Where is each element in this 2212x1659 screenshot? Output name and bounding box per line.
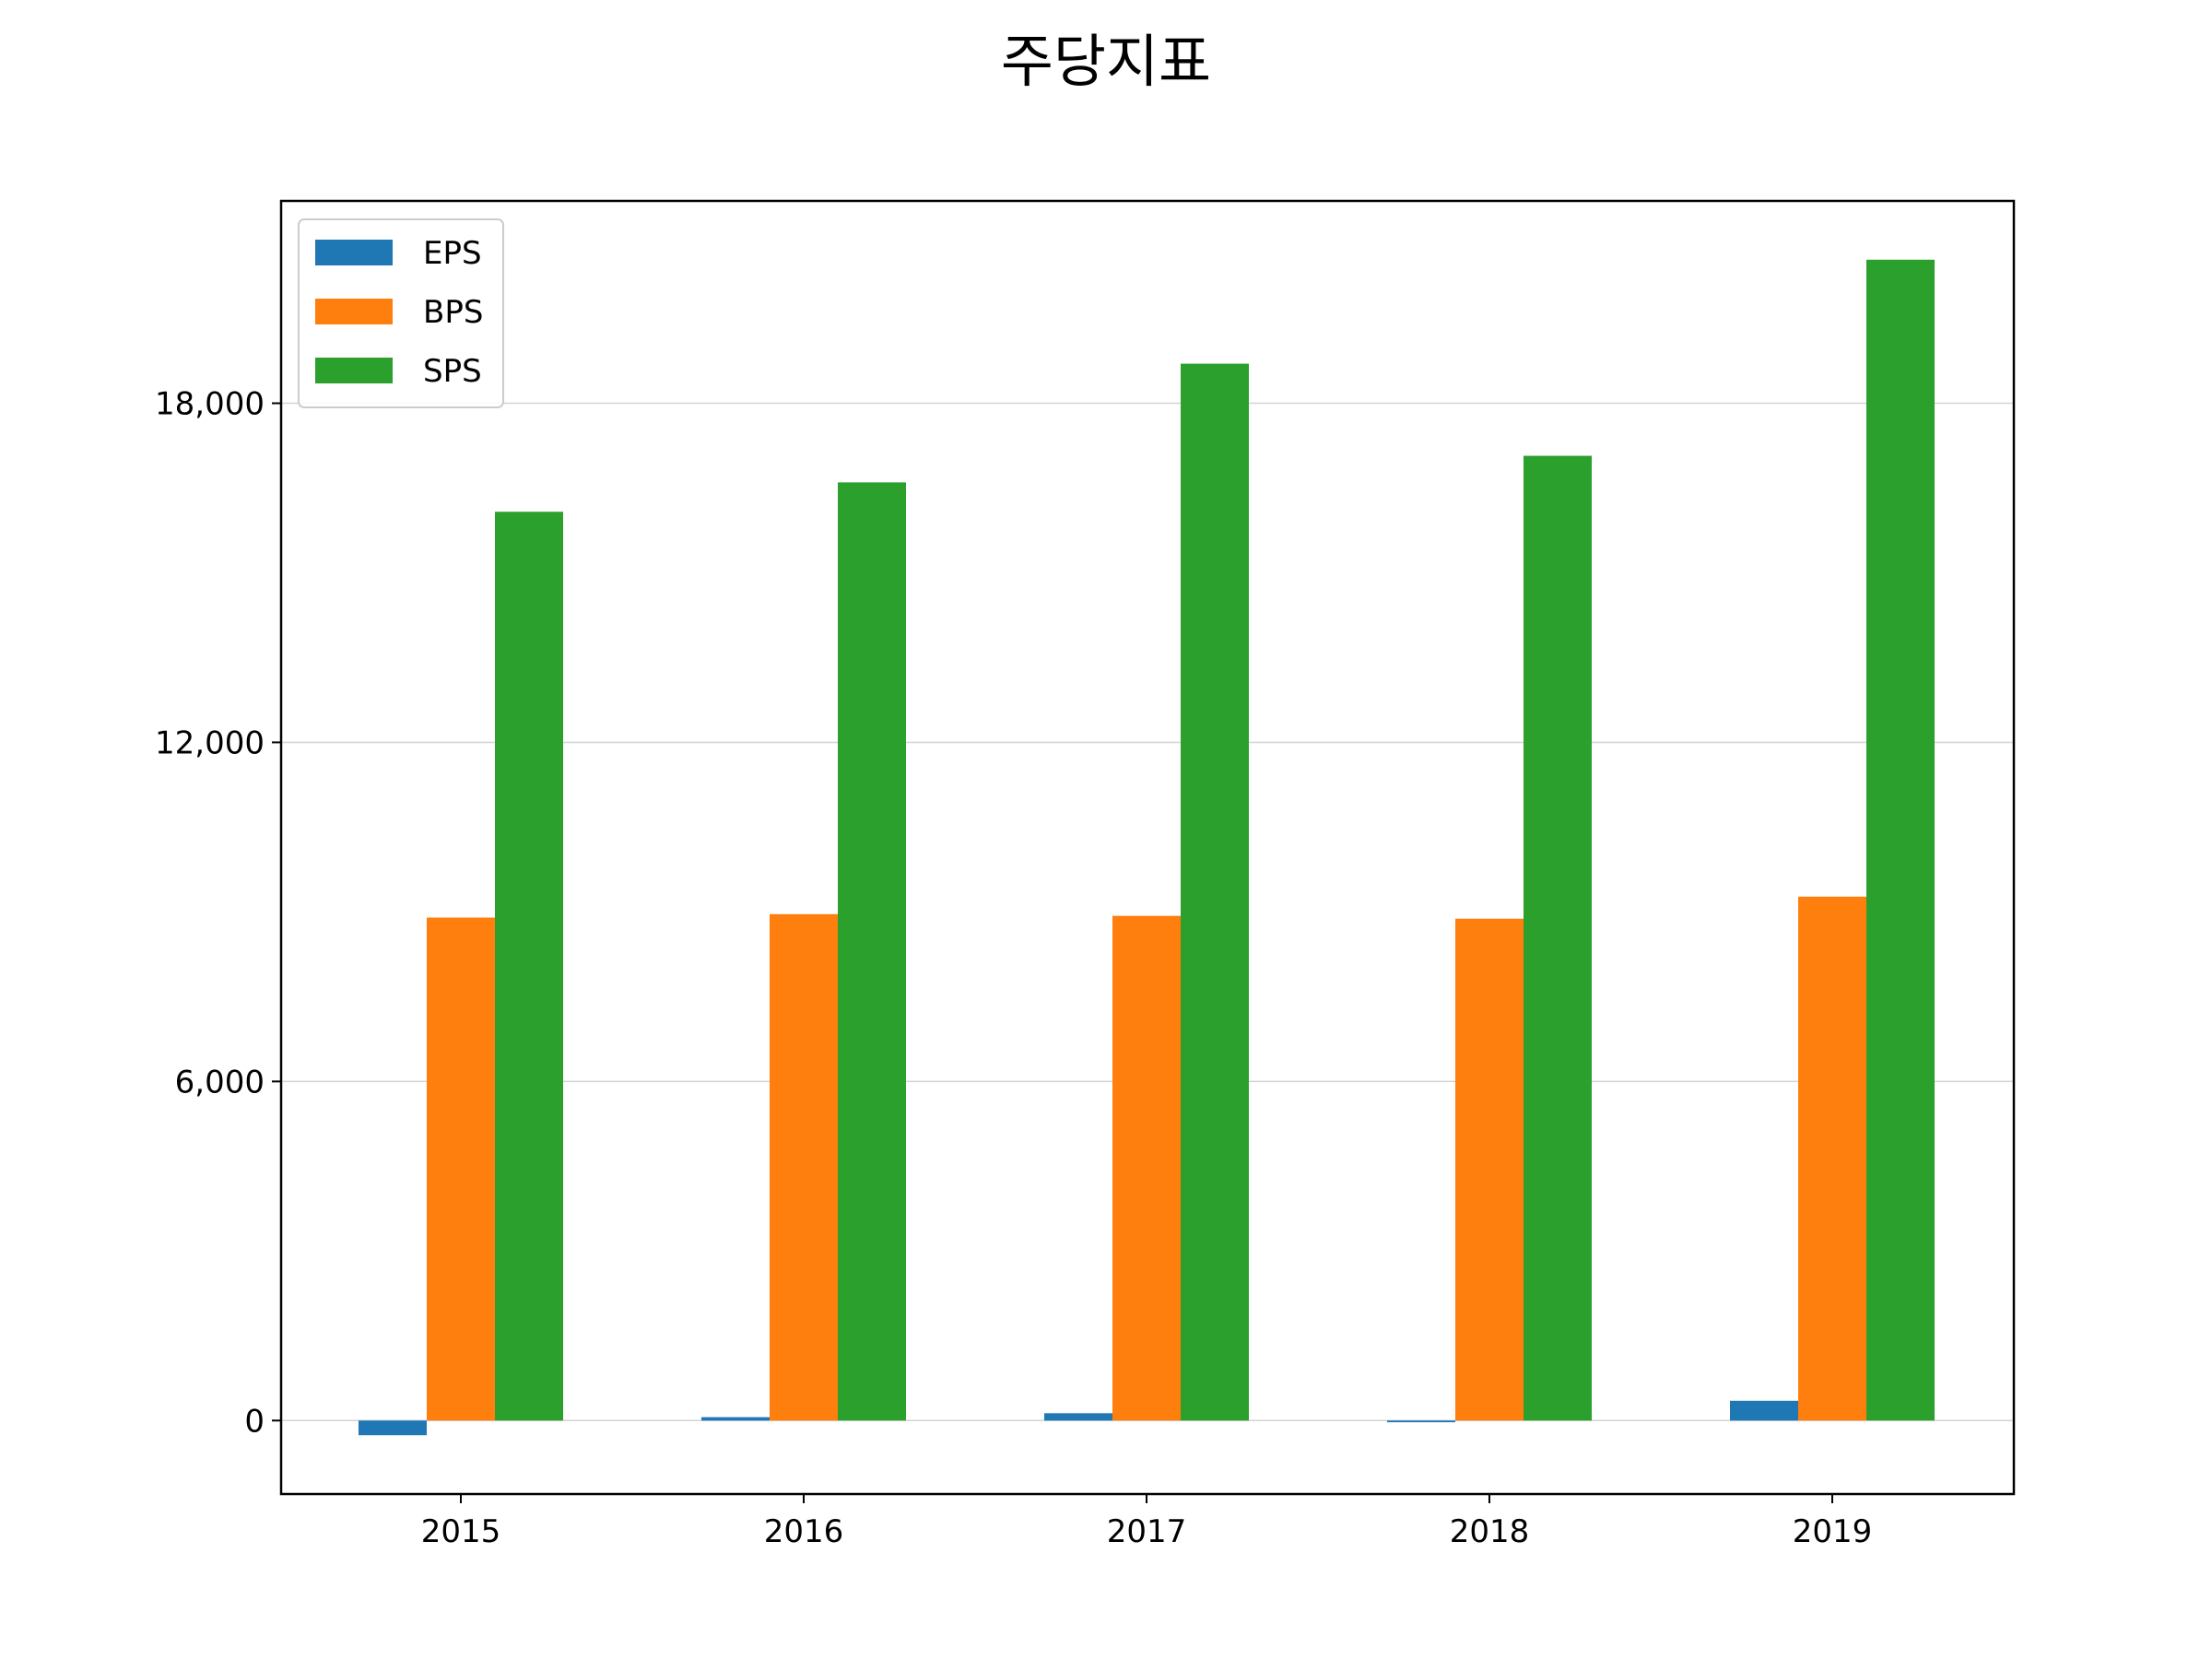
- bar-sps-2019: [1866, 259, 1935, 1421]
- legend-swatch-bps: [315, 299, 393, 324]
- bar-bps-2019: [1798, 896, 1866, 1421]
- bar-eps-2019: [1730, 1400, 1798, 1421]
- bar-bps-2017: [1112, 915, 1181, 1421]
- legend-label-sps: SPS: [423, 353, 482, 390]
- legend: EPS BPS SPS: [298, 218, 504, 408]
- x-tick-label: 2019: [1793, 1513, 1873, 1550]
- bar-eps-2016: [701, 1417, 770, 1421]
- chart-title: 주당지표: [1001, 28, 1211, 95]
- bar-bps-2016: [770, 913, 838, 1421]
- x-tick-label: 2016: [764, 1513, 844, 1550]
- x-axis: 2015 2016 2017 2018 2019: [421, 1494, 1873, 1550]
- bar-bps-2015: [427, 917, 495, 1421]
- bar-eps-2018: [1387, 1420, 1455, 1423]
- bar-eps-2017: [1044, 1413, 1112, 1421]
- y-axis: 0 6,000 12,000 18,000: [155, 386, 281, 1440]
- y-tick-label: 6,000: [175, 1064, 265, 1100]
- bar-eps-2015: [359, 1420, 427, 1436]
- bar-bps-2018: [1455, 918, 1524, 1421]
- legend-swatch-sps: [315, 358, 393, 383]
- y-tick-label: 0: [244, 1403, 265, 1440]
- legend-label-bps: BPS: [423, 294, 483, 331]
- bar-sps-2018: [1524, 455, 1592, 1421]
- legend-label-eps: EPS: [423, 235, 482, 272]
- bar-sps-2015: [495, 512, 563, 1421]
- y-tick-label: 12,000: [155, 724, 265, 761]
- bar-sps-2016: [838, 482, 906, 1421]
- x-tick-label: 2015: [421, 1513, 501, 1550]
- bar-sps-2017: [1181, 363, 1249, 1421]
- bars: [359, 259, 1935, 1436]
- y-tick-label: 18,000: [155, 386, 265, 423]
- x-tick-label: 2017: [1107, 1513, 1187, 1550]
- legend-swatch-eps: [315, 240, 393, 265]
- x-tick-label: 2018: [1450, 1513, 1530, 1550]
